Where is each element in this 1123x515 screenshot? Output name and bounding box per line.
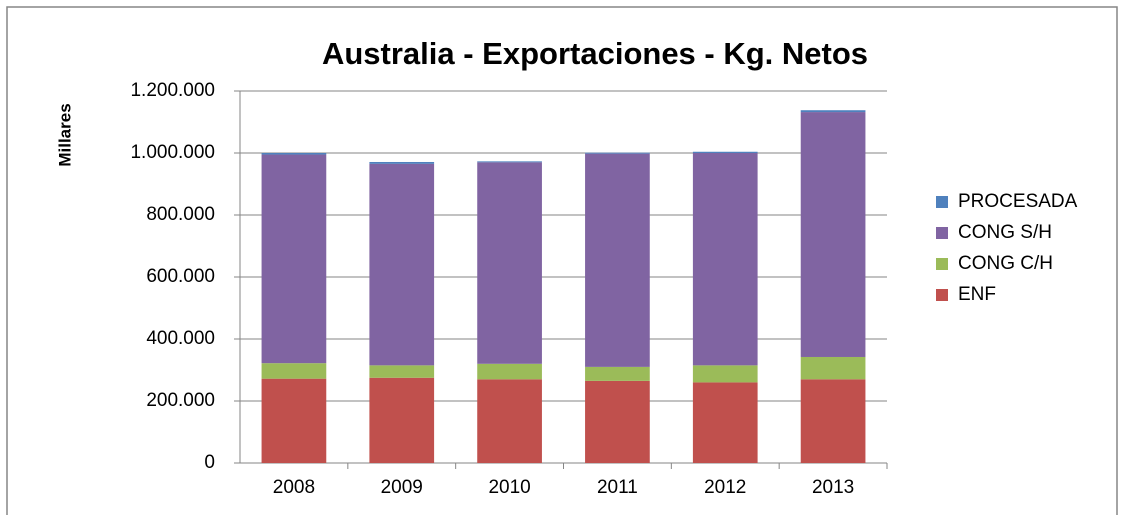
bar-segment — [261, 378, 327, 463]
bar-segment — [800, 112, 866, 357]
bar-segment — [692, 382, 758, 463]
bar-segment — [585, 153, 650, 367]
legend-label: PROCESADA — [958, 191, 1078, 212]
bar-segment — [692, 153, 758, 366]
legend-swatch — [936, 289, 948, 301]
y-tick-label: 1.000.000 — [130, 142, 215, 163]
y-tick-label: 400.000 — [146, 328, 215, 349]
y-tick-label: 1.200.000 — [130, 80, 215, 101]
x-tick-label: 2013 — [812, 477, 854, 498]
bar-segment — [261, 153, 327, 155]
y-tick-label: 600.000 — [146, 266, 215, 287]
legend-label: CONG C/H — [958, 253, 1053, 274]
bar-segment — [261, 154, 327, 364]
legend-label: ENF — [958, 284, 996, 305]
legend-swatch — [936, 258, 948, 270]
chart-title: Australia - Exportaciones - Kg. Netos — [322, 36, 868, 71]
legend-swatch — [936, 196, 948, 208]
x-tick-label: 2012 — [704, 477, 746, 498]
bar-segment — [692, 365, 758, 383]
x-tick-label: 2008 — [273, 477, 315, 498]
x-tick-label: 2009 — [381, 477, 423, 498]
y-tick-label: 0 — [204, 452, 215, 473]
bar-segment — [800, 379, 866, 463]
chart-border — [6, 6, 1118, 515]
bar-segment — [585, 380, 650, 463]
y-tick-label: 800.000 — [146, 204, 215, 225]
bar-segment — [585, 152, 650, 154]
bar-segment — [477, 162, 542, 364]
x-tick-label: 2011 — [597, 477, 638, 498]
bar-segment — [369, 365, 435, 378]
bar-segment — [369, 377, 435, 463]
x-tick-label: 2010 — [488, 477, 530, 498]
bar-segment — [477, 379, 542, 463]
bar-segment — [692, 151, 758, 153]
bar-segment — [477, 363, 542, 380]
legend-label: CONG S/H — [958, 222, 1052, 243]
bar-segment — [585, 366, 650, 381]
y-axis-label: Millares — [55, 103, 74, 166]
bar-segment — [800, 110, 866, 113]
bar-segment — [261, 363, 327, 379]
bar-segment — [477, 161, 542, 163]
bar-segment — [369, 163, 435, 366]
legend-swatch — [936, 227, 948, 239]
bar-segment — [369, 161, 435, 164]
bar-segment — [800, 356, 866, 380]
y-tick-label: 200.000 — [146, 390, 215, 411]
